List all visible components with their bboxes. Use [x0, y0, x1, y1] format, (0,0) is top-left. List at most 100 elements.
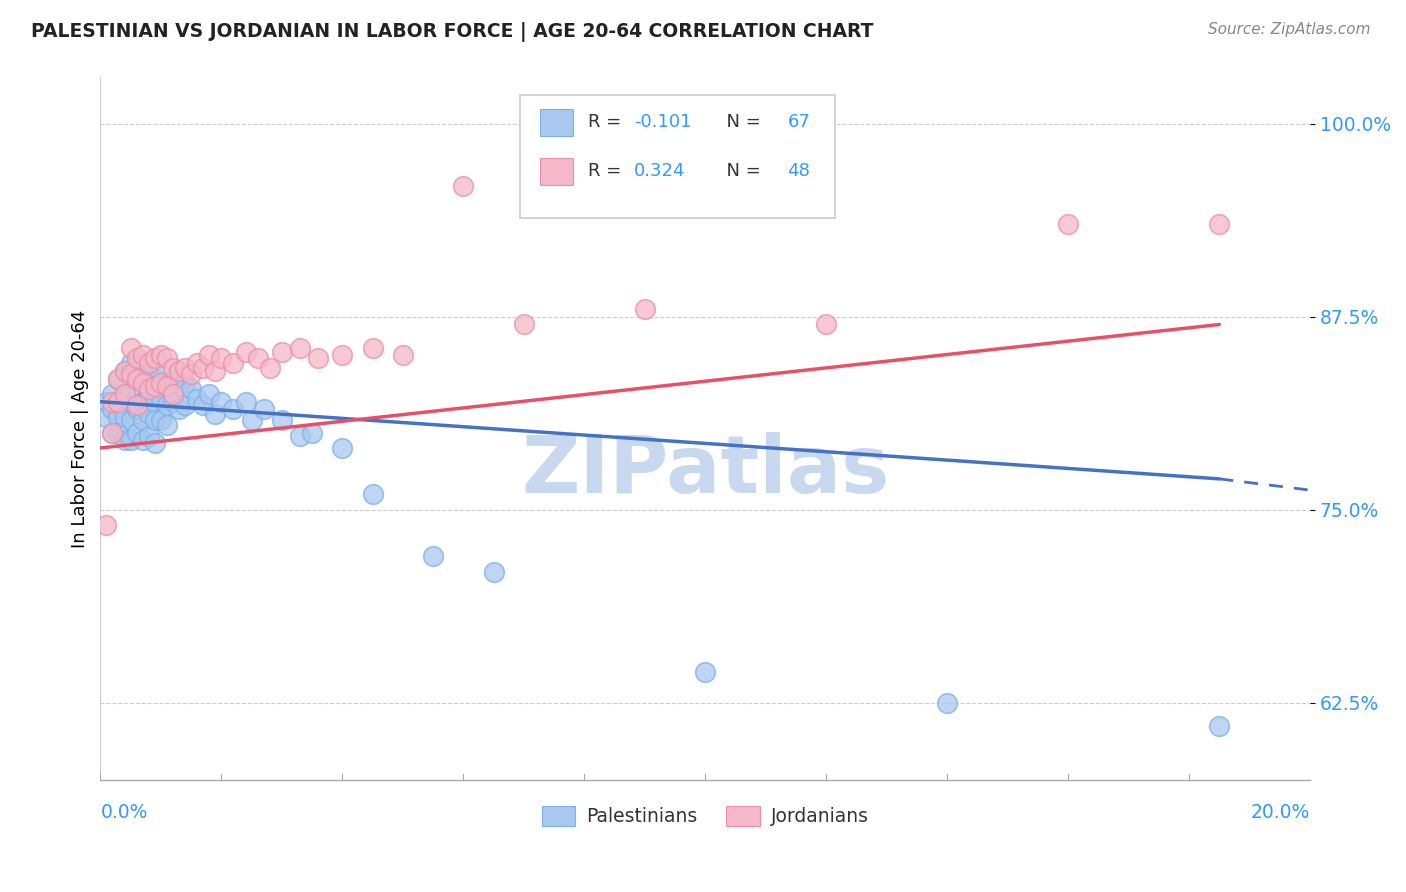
Point: [1208, 217, 1230, 231]
Point: [482, 565, 505, 579]
Point: [138, 356, 160, 370]
Point: [361, 487, 384, 501]
Point: [193, 398, 215, 412]
Point: [162, 387, 184, 401]
Point: [330, 441, 353, 455]
Point: [162, 394, 184, 409]
Point: [125, 364, 148, 378]
Point: [120, 341, 142, 355]
Point: [143, 413, 166, 427]
Point: [138, 367, 160, 381]
Point: [149, 376, 172, 391]
Point: [156, 379, 179, 393]
Point: [240, 413, 263, 427]
Point: [167, 364, 190, 378]
Text: 48: 48: [787, 161, 810, 180]
Text: R =: R =: [588, 161, 627, 180]
Point: [107, 425, 129, 440]
Point: [101, 425, 124, 440]
FancyBboxPatch shape: [520, 95, 835, 218]
Point: [186, 392, 208, 406]
Point: [138, 387, 160, 401]
Point: [107, 371, 129, 385]
Point: [114, 364, 136, 378]
Point: [270, 345, 292, 359]
Text: ZIPatlas: ZIPatlas: [522, 432, 890, 510]
Point: [513, 318, 536, 332]
Point: [270, 413, 292, 427]
Point: [156, 417, 179, 432]
Point: [101, 387, 124, 401]
Point: [1057, 217, 1080, 231]
Point: [131, 394, 153, 409]
Legend: Palestinians, Jordanians: Palestinians, Jordanians: [534, 799, 876, 834]
Point: [1208, 719, 1230, 733]
Point: [96, 410, 118, 425]
Point: [204, 364, 226, 378]
Text: N =: N =: [714, 161, 766, 180]
Point: [815, 318, 838, 332]
Point: [143, 379, 166, 393]
Point: [193, 360, 215, 375]
Point: [143, 351, 166, 366]
Point: [204, 407, 226, 421]
Point: [162, 371, 184, 385]
Text: -0.101: -0.101: [634, 112, 692, 131]
Point: [235, 345, 257, 359]
Point: [125, 398, 148, 412]
Point: [114, 410, 136, 425]
Point: [422, 549, 444, 563]
Point: [198, 387, 221, 401]
Text: Source: ZipAtlas.com: Source: ZipAtlas.com: [1208, 22, 1371, 37]
Point: [107, 371, 129, 385]
Point: [120, 356, 142, 370]
Point: [125, 371, 148, 385]
Point: [101, 425, 124, 440]
Point: [131, 356, 153, 370]
Point: [101, 394, 124, 409]
Point: [131, 376, 153, 391]
Point: [174, 360, 197, 375]
Point: [149, 392, 172, 406]
Point: [186, 356, 208, 370]
Point: [180, 367, 202, 381]
Point: [149, 367, 172, 381]
Point: [156, 398, 179, 412]
Point: [209, 394, 232, 409]
Point: [114, 387, 136, 401]
Point: [222, 356, 245, 370]
Point: [453, 178, 475, 193]
Point: [180, 382, 202, 396]
Point: [198, 348, 221, 362]
Point: [149, 413, 172, 427]
Point: [307, 351, 329, 366]
Point: [138, 382, 160, 396]
Point: [162, 360, 184, 375]
Point: [120, 413, 142, 427]
Point: [120, 371, 142, 385]
Point: [361, 341, 384, 355]
Point: [125, 351, 148, 366]
FancyBboxPatch shape: [540, 158, 574, 185]
Point: [156, 379, 179, 393]
Point: [259, 360, 281, 375]
Point: [222, 402, 245, 417]
Y-axis label: In Labor Force | Age 20-64: In Labor Force | Age 20-64: [72, 310, 89, 548]
Point: [125, 382, 148, 396]
Point: [330, 348, 353, 362]
Point: [107, 394, 129, 409]
Point: [156, 351, 179, 366]
Text: 0.0%: 0.0%: [100, 803, 148, 822]
Point: [391, 348, 413, 362]
Text: 20.0%: 20.0%: [1251, 803, 1310, 822]
Point: [138, 407, 160, 421]
Point: [288, 341, 311, 355]
Point: [120, 367, 142, 381]
Point: [143, 394, 166, 409]
Point: [174, 398, 197, 412]
Point: [174, 376, 197, 391]
Point: [114, 364, 136, 378]
Point: [120, 394, 142, 409]
Point: [96, 518, 118, 533]
Point: [131, 371, 153, 385]
